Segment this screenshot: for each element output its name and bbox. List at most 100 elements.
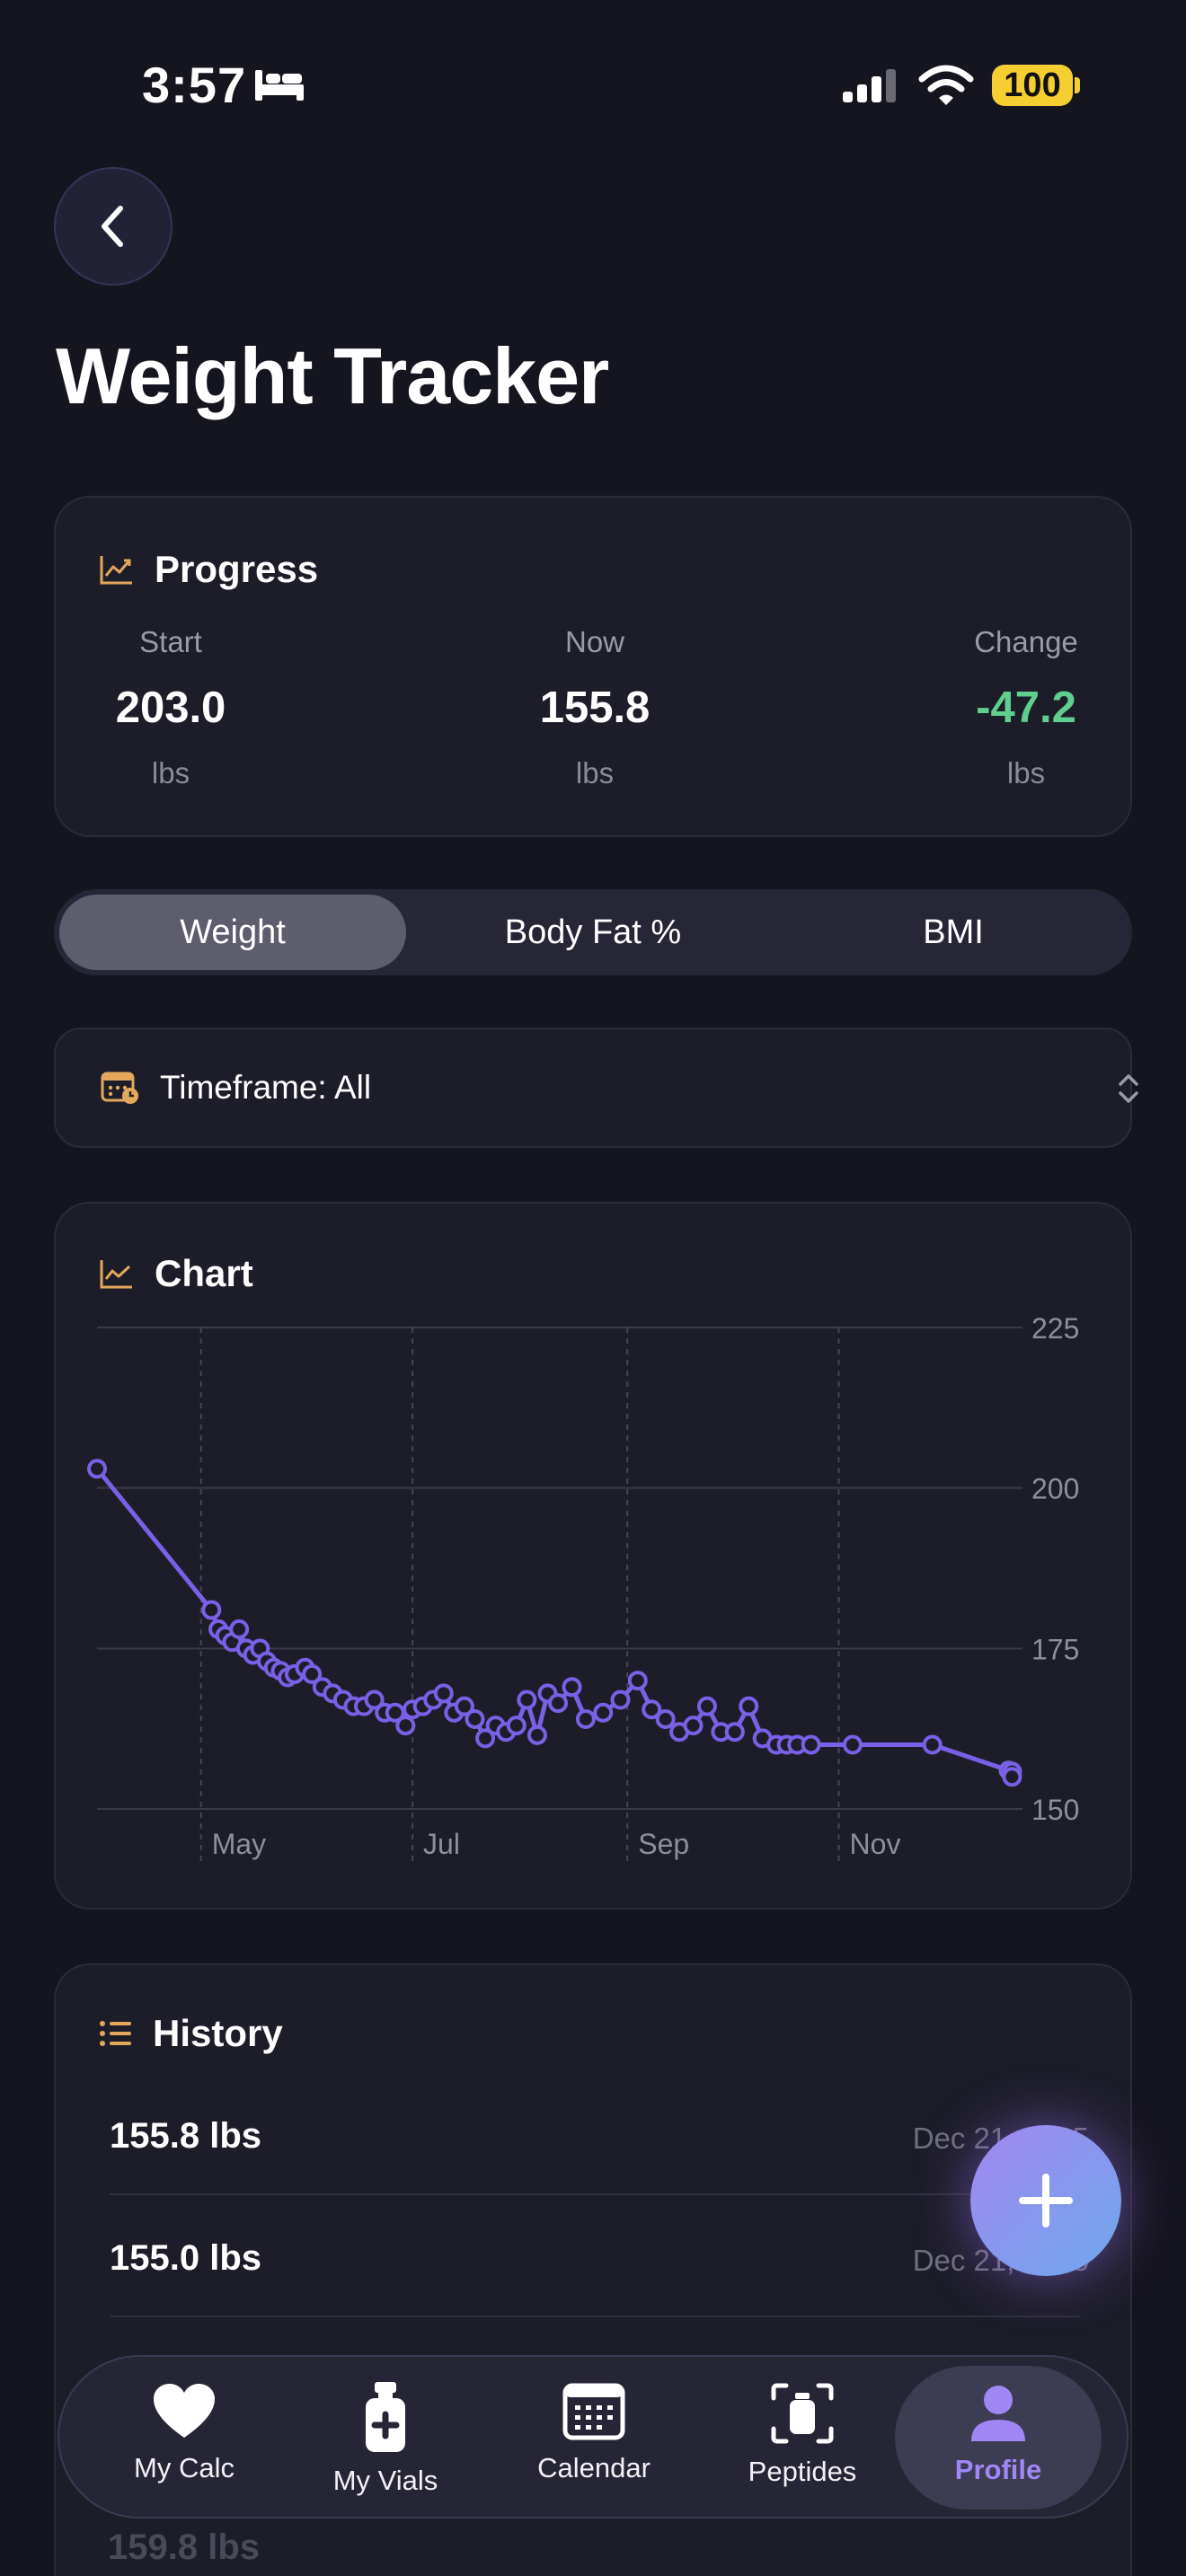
data-point: [655, 1708, 676, 1729]
data-point: [433, 1683, 454, 1704]
add-entry-button[interactable]: [970, 2125, 1121, 2276]
change-stat: Change -47.2 lbs: [954, 625, 1098, 790]
metric-segmented-control: Weight Body Fat % BMI: [54, 889, 1132, 975]
bottom-tab-bar: My Calc My Vials Calendar Peptides: [58, 2355, 1128, 2519]
start-stat: Start 203.0 lbs: [99, 625, 243, 790]
x-tick-label: Nov: [850, 1828, 901, 1860]
data-point: [575, 1708, 596, 1729]
data-point: [454, 1696, 474, 1716]
tab-label: My Vials: [332, 2465, 438, 2496]
data-point: [627, 1671, 648, 1691]
plus-icon: [1019, 2174, 1073, 2228]
weight-line-chart: 150 175 200 225 May Jul Sep Nov: [87, 1312, 1079, 1861]
chevron-up-down-icon: [1119, 1074, 1138, 1103]
tab-label: Profile: [954, 2454, 1042, 2485]
data-point: [1002, 1767, 1022, 1787]
person-icon: [971, 2386, 1025, 2441]
data-point: [506, 1716, 527, 1736]
status-bar: 3:57 100: [0, 0, 1186, 171]
start-unit: lbs: [151, 756, 190, 790]
back-button[interactable]: [54, 167, 173, 286]
heart-icon: [154, 2384, 215, 2438]
chart-header: Chart: [99, 1252, 253, 1295]
battery-tip: [1075, 77, 1080, 93]
data-point: [642, 1699, 662, 1720]
bed-icon: [255, 70, 304, 101]
x-tick-label: Jul: [423, 1828, 460, 1860]
change-label: Change: [974, 625, 1078, 658]
line-chart-icon: [100, 1260, 132, 1289]
now-value: 155.8: [539, 684, 651, 732]
tab-my-calc[interactable]: My Calc: [81, 2357, 288, 2520]
x-tick-label: May: [212, 1828, 266, 1860]
data-point: [527, 1725, 547, 1745]
tab-label: Calendar: [537, 2452, 651, 2483]
progress-title: Progress: [155, 548, 319, 590]
change-unit: lbs: [1006, 756, 1046, 790]
data-point: [593, 1702, 614, 1723]
data-point: [302, 1663, 323, 1684]
data-point: [610, 1689, 631, 1710]
data-point: [801, 1734, 821, 1755]
wifi-icon: [918, 65, 974, 105]
cellular-signal-icon: [843, 69, 896, 102]
chart-title: Chart: [155, 1252, 253, 1294]
tab-label: Peptides: [748, 2456, 857, 2487]
data-point: [364, 1689, 385, 1710]
tab-peptides[interactable]: Peptides: [699, 2357, 906, 2520]
tab-bmi[interactable]: BMI: [923, 913, 984, 951]
data-point: [229, 1619, 250, 1639]
start-value: 203.0: [115, 684, 226, 732]
history-row[interactable]: 155.8 lbs Dec 21, 2025: [110, 2073, 1089, 2195]
x-tick-label: Sep: [638, 1828, 689, 1860]
tab-my-vials[interactable]: My Vials: [282, 2357, 489, 2520]
tab-label: My Calc: [134, 2452, 235, 2483]
tab-profile[interactable]: Profile: [895, 2366, 1102, 2510]
tab-body-fat[interactable]: Body Fat %: [504, 913, 682, 951]
data-point: [739, 1696, 759, 1716]
start-label: Start: [139, 625, 202, 658]
data-point: [465, 1708, 485, 1729]
history-header: History: [99, 2012, 283, 2055]
history-row[interactable]: 155.0 lbs Dec 21, 2025: [110, 2195, 1089, 2317]
history-weight: 155.0 lbs: [110, 2238, 262, 2278]
now-label: Now: [564, 625, 625, 658]
now-unit: lbs: [575, 756, 615, 790]
data-point: [683, 1716, 704, 1736]
history-weight: 155.8 lbs: [110, 2116, 262, 2156]
vial-icon: [366, 2382, 405, 2452]
timeframe-picker[interactable]: Timeframe: All: [54, 1028, 1138, 1148]
y-tick-label: 225: [1031, 1312, 1079, 1345]
y-tick-label: 150: [1031, 1794, 1079, 1826]
data-point: [517, 1689, 537, 1710]
data-point: [696, 1696, 717, 1716]
y-tick-label: 200: [1031, 1473, 1079, 1505]
data-point: [201, 1600, 222, 1620]
data-point: [548, 1693, 569, 1714]
calendar-clock-icon: [101, 1072, 138, 1104]
data-point: [395, 1716, 416, 1736]
status-time: 3:57: [142, 57, 247, 113]
history-title: History: [153, 2012, 283, 2054]
data-point: [87, 1459, 107, 1479]
tab-weight[interactable]: Weight: [59, 895, 406, 970]
change-value: -47.2: [976, 684, 1076, 732]
progress-card: Progress Start 203.0 lbs Now 155.8 lbs C…: [54, 496, 1132, 837]
calendar-icon: [562, 2383, 625, 2440]
list-icon: [100, 2021, 131, 2046]
data-point: [842, 1734, 863, 1755]
timeframe-label: Timeframe: All: [160, 1069, 372, 1106]
chevron-left-icon: [102, 206, 123, 247]
tab-calendar[interactable]: Calendar: [491, 2357, 697, 2520]
page-title: Weight Tracker: [56, 331, 609, 420]
battery-indicator: 100: [992, 65, 1073, 106]
progress-header: Progress: [99, 548, 318, 591]
data-point: [724, 1722, 745, 1742]
chart-card: Chart 150 175 200 225 May Jul Sep Nov: [54, 1202, 1132, 1910]
history-weight-obscured: 159.8 lbs: [108, 2527, 261, 2567]
data-point: [475, 1728, 496, 1749]
scan-vial-icon: [771, 2383, 834, 2444]
data-point: [922, 1734, 943, 1755]
y-tick-label: 175: [1031, 1633, 1079, 1665]
data-point: [562, 1677, 582, 1698]
